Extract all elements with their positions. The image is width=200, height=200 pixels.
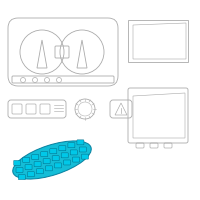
FancyBboxPatch shape (34, 162, 41, 167)
FancyBboxPatch shape (59, 146, 66, 151)
FancyBboxPatch shape (41, 152, 48, 157)
FancyBboxPatch shape (16, 168, 23, 173)
FancyBboxPatch shape (52, 156, 59, 161)
FancyBboxPatch shape (50, 149, 57, 154)
FancyBboxPatch shape (79, 147, 86, 152)
FancyBboxPatch shape (68, 143, 75, 148)
FancyBboxPatch shape (82, 154, 89, 159)
FancyBboxPatch shape (61, 153, 68, 158)
FancyBboxPatch shape (43, 159, 50, 164)
FancyBboxPatch shape (23, 157, 30, 162)
FancyBboxPatch shape (54, 163, 61, 168)
Ellipse shape (13, 141, 91, 179)
FancyBboxPatch shape (70, 150, 77, 155)
FancyBboxPatch shape (25, 165, 32, 170)
FancyBboxPatch shape (36, 169, 43, 174)
FancyBboxPatch shape (77, 140, 84, 145)
FancyBboxPatch shape (14, 160, 21, 165)
FancyBboxPatch shape (64, 160, 71, 165)
FancyBboxPatch shape (73, 157, 80, 162)
FancyBboxPatch shape (45, 166, 52, 171)
FancyBboxPatch shape (32, 155, 39, 160)
FancyBboxPatch shape (27, 172, 34, 177)
FancyBboxPatch shape (18, 175, 25, 180)
